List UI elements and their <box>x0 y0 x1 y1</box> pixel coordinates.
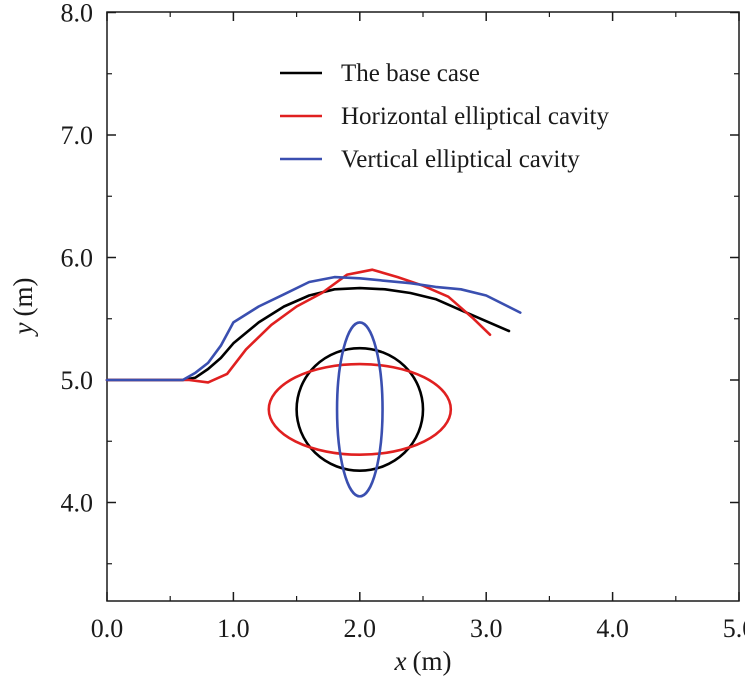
x-tick-labels: 0.0 1.0 2.0 3.0 4.0 5.0 <box>91 614 745 643</box>
cavity-ellipse <box>335 321 384 498</box>
x-axis-label-unit: (m) <box>413 646 452 676</box>
y-ticks <box>107 11 739 565</box>
x-tick-label: 3.0 <box>470 614 503 643</box>
cavity-ellipse <box>295 346 425 472</box>
x-tick-label: 4.0 <box>596 614 629 643</box>
series-line <box>105 275 522 382</box>
series-line <box>105 286 511 382</box>
y-tick-label: 7.0 <box>61 121 94 150</box>
series-lines <box>105 268 522 384</box>
x-axis-label-var: x <box>394 646 407 676</box>
legend-label: Horizontal elliptical cavity <box>341 103 609 130</box>
x-tick-label: 0.0 <box>91 614 124 643</box>
y-axis-label-unit: (m) <box>8 278 38 317</box>
x-axis-label: x (m) <box>394 646 452 676</box>
plot-frame <box>106 11 740 602</box>
legend-label: The base case <box>341 60 480 87</box>
cavity-ellipse <box>267 362 453 457</box>
cavities <box>267 321 453 498</box>
y-tick-labels: 4.0 5.0 6.0 7.0 8.0 <box>61 0 94 518</box>
series-line <box>105 268 492 384</box>
x-ticks <box>106 12 740 601</box>
x-tick-label: 5.0 <box>723 614 745 643</box>
y-axis-label-var: y <box>8 322 38 337</box>
y-tick-label: 6.0 <box>61 244 94 273</box>
legend-label: Vertical elliptical cavity <box>341 146 580 173</box>
y-axis-label: y (m) <box>8 278 38 338</box>
y-tick-label: 4.0 <box>61 489 94 518</box>
y-tick-label: 5.0 <box>61 366 94 395</box>
x-tick-label: 1.0 <box>217 614 250 643</box>
y-tick-label: 8.0 <box>61 0 94 28</box>
legend: The base case Horizontal elliptical cavit… <box>280 60 609 173</box>
x-tick-label: 2.0 <box>344 614 377 643</box>
